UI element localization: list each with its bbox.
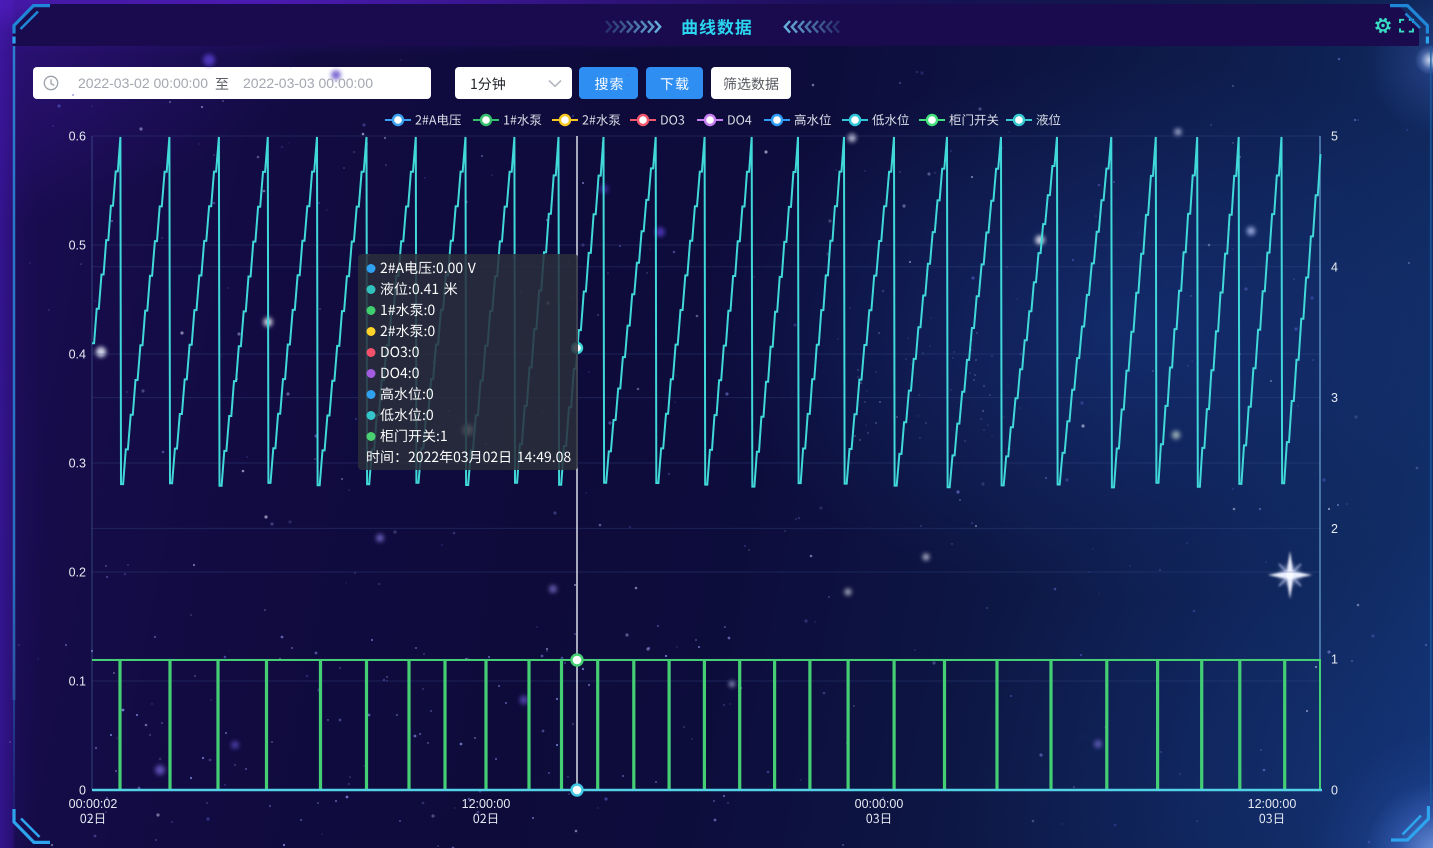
svg-text:0.3: 0.3 [69,457,86,471]
svg-text:0: 0 [1331,784,1338,798]
svg-text:3: 3 [1331,391,1338,405]
svg-text:0.4: 0.4 [69,348,86,362]
svg-text:4: 4 [1331,260,1338,274]
svg-text:0.5: 0.5 [69,239,86,253]
svg-text:2: 2 [1331,522,1338,536]
svg-text:0.1: 0.1 [69,675,86,689]
svg-text:00:00:00: 00:00:00 [855,797,904,811]
svg-text:5: 5 [1331,130,1338,144]
svg-text:1: 1 [1331,653,1338,667]
svg-text:2022-03-03 00:00:00: 2022-03-03 00:00:00 [243,75,373,91]
svg-text:0: 0 [79,784,86,798]
svg-text:0.2: 0.2 [69,566,86,580]
svg-text:12:00:00: 12:00:00 [1248,797,1297,811]
svg-text:0.6: 0.6 [69,130,86,144]
svg-text:12:00:00: 12:00:00 [462,797,511,811]
svg-text:00:00:02: 00:00:02 [69,797,118,811]
svg-text:2022-03-02 00:00:00: 2022-03-02 00:00:00 [78,75,208,91]
